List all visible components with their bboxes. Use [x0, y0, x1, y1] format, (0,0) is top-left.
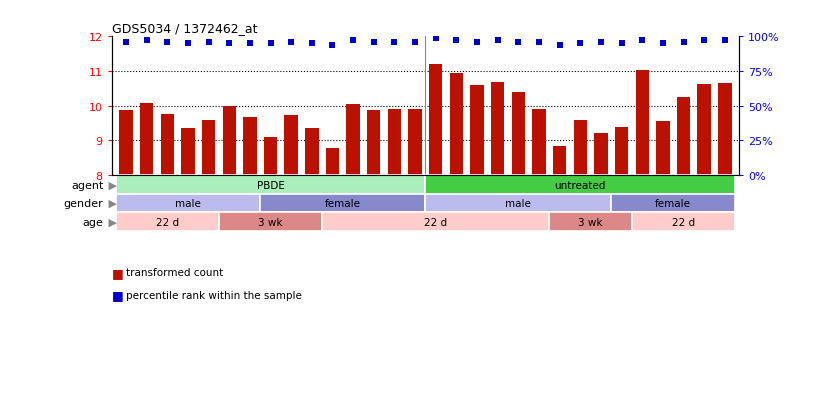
Point: [697, 38, 710, 45]
Text: male: male: [175, 199, 201, 209]
Point: [264, 41, 278, 47]
Bar: [243, 118, 257, 176]
Point: [140, 38, 154, 45]
Bar: [387, 109, 401, 176]
Point: [573, 41, 586, 47]
Bar: [284, 116, 298, 176]
Point: [533, 39, 546, 46]
Point: [636, 38, 649, 45]
Bar: [511, 93, 525, 176]
Bar: [202, 121, 216, 176]
Point: [449, 38, 463, 45]
Text: ■: ■: [112, 266, 123, 279]
Point: [491, 38, 504, 45]
Point: [677, 39, 691, 46]
Text: 22 d: 22 d: [672, 217, 695, 227]
Bar: [611, 194, 735, 213]
Bar: [116, 194, 260, 213]
Point: [284, 39, 297, 46]
Bar: [263, 138, 278, 176]
Point: [595, 39, 608, 46]
Point: [430, 35, 443, 42]
Point: [388, 39, 401, 46]
Text: untreated: untreated: [554, 180, 606, 190]
Text: transformed count: transformed count: [126, 268, 224, 278]
Text: ▶: ▶: [105, 180, 117, 190]
Bar: [429, 65, 443, 176]
Bar: [181, 129, 195, 176]
Text: male: male: [506, 199, 531, 209]
Bar: [449, 74, 463, 176]
Point: [160, 39, 173, 46]
Point: [347, 38, 360, 45]
Bar: [260, 194, 425, 213]
Text: GDS5034 / 1372462_at: GDS5034 / 1372462_at: [112, 22, 257, 35]
Point: [202, 39, 215, 46]
Bar: [718, 84, 732, 176]
Bar: [219, 213, 322, 231]
Bar: [553, 147, 567, 176]
Bar: [160, 114, 174, 176]
Bar: [635, 71, 649, 176]
Text: 22 d: 22 d: [156, 217, 178, 227]
Point: [367, 39, 380, 46]
Text: age: age: [83, 217, 103, 227]
Bar: [532, 110, 546, 176]
Text: female: female: [325, 199, 361, 209]
Bar: [615, 128, 629, 176]
Bar: [322, 213, 549, 231]
Bar: [549, 213, 632, 231]
Bar: [140, 104, 154, 176]
Point: [553, 42, 567, 49]
Text: ▶: ▶: [105, 199, 117, 209]
Point: [244, 41, 257, 47]
Bar: [632, 213, 735, 231]
Point: [223, 41, 236, 47]
Text: 22 d: 22 d: [425, 217, 447, 227]
Text: agent: agent: [71, 180, 103, 190]
Text: ■: ■: [112, 289, 123, 302]
Bar: [676, 98, 691, 176]
Bar: [697, 85, 711, 176]
Text: female: female: [655, 199, 691, 209]
Bar: [573, 120, 587, 176]
Bar: [425, 194, 611, 213]
Point: [326, 42, 339, 49]
Text: ▶: ▶: [105, 217, 117, 227]
Point: [306, 41, 319, 47]
Text: gender: gender: [64, 199, 103, 209]
Point: [408, 39, 421, 46]
Point: [657, 41, 670, 47]
Bar: [325, 149, 339, 176]
Bar: [656, 122, 670, 176]
Point: [182, 41, 195, 47]
Point: [615, 41, 628, 47]
Bar: [222, 107, 236, 176]
Bar: [491, 83, 505, 176]
Bar: [408, 109, 422, 176]
Text: percentile rank within the sample: percentile rank within the sample: [126, 290, 302, 300]
Point: [718, 38, 732, 45]
Bar: [119, 111, 133, 176]
Bar: [594, 133, 608, 176]
Bar: [425, 176, 735, 194]
Bar: [367, 111, 381, 176]
Text: PBDE: PBDE: [257, 180, 284, 190]
Point: [471, 39, 484, 46]
Bar: [116, 213, 219, 231]
Point: [120, 39, 133, 46]
Bar: [470, 86, 484, 176]
Text: 3 wk: 3 wk: [259, 217, 282, 227]
Point: [511, 39, 525, 46]
Text: 3 wk: 3 wk: [578, 217, 603, 227]
Bar: [346, 105, 360, 176]
Bar: [116, 176, 425, 194]
Bar: [305, 129, 319, 176]
